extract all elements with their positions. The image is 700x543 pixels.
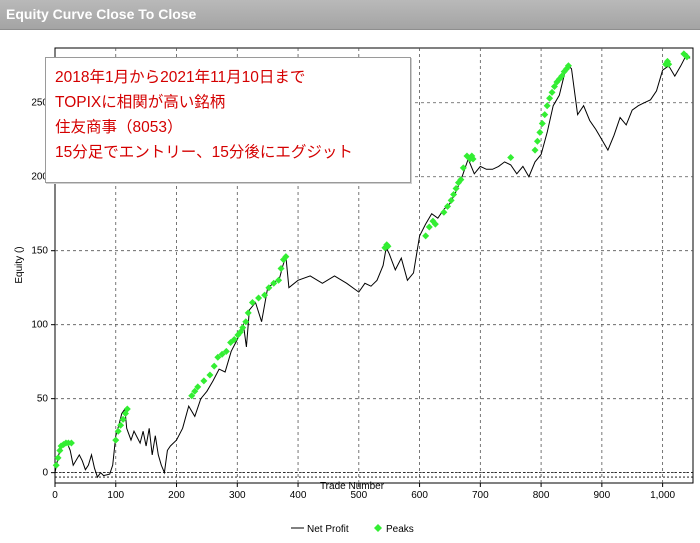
peak-marker (214, 353, 222, 361)
peak-marker (459, 164, 467, 172)
peak-marker (507, 153, 515, 161)
peak-marker (469, 155, 477, 163)
peak-marker (536, 128, 544, 136)
peak-marker (422, 232, 430, 240)
peak-marker (206, 371, 214, 379)
peak-marker (191, 387, 199, 395)
peak-marker (531, 146, 539, 154)
annotation-line-2: TOPIXに相関が高い銘柄 (55, 94, 226, 111)
x-axis-ticks: 0 100 200 300 400 500 600 700 800 900 1,000 (52, 483, 676, 501)
peak-marker (533, 137, 541, 145)
peak-marker (452, 185, 460, 193)
x-tick-label: 900 (594, 490, 611, 501)
y-axis-label: Equity () (14, 246, 25, 283)
peak-marker (112, 436, 120, 444)
peak-marker (188, 392, 196, 400)
peak-marker (222, 347, 230, 355)
peak-marker (265, 284, 273, 292)
peak-marker (468, 152, 476, 160)
peak-marker (440, 208, 448, 216)
peak-markers (52, 50, 691, 469)
y-tick-label: 150 (31, 246, 48, 257)
peak-marker (538, 119, 546, 127)
annotation-line-1: 2018年1月から2021年11月10日まで (55, 69, 306, 86)
peak-marker (275, 276, 283, 284)
x-tick-label: 500 (350, 490, 367, 501)
legend: Net Profit Peaks (291, 524, 414, 535)
peak-marker (114, 427, 122, 435)
legend-peaks: Peaks (386, 524, 414, 535)
peak-marker (665, 60, 673, 68)
peak-marker (210, 362, 218, 370)
peak-marker (218, 350, 226, 358)
peak-marker (255, 294, 263, 302)
peak-marker (230, 335, 238, 343)
peak-marker (239, 324, 247, 332)
net-profit-line (54, 52, 691, 479)
peak-marker (663, 57, 671, 65)
peak-marker (282, 253, 290, 261)
x-tick-label: 600 (411, 490, 428, 501)
legend-peak-swatch (374, 524, 382, 532)
peak-marker (553, 78, 561, 86)
x-tick-label: 200 (168, 490, 185, 501)
peak-marker (543, 102, 551, 110)
x-axis-label: Trade Number (320, 481, 385, 492)
y-tick-label: 250 (31, 98, 48, 109)
peak-marker (541, 111, 549, 119)
peak-marker (384, 242, 392, 250)
annotation-line-3: 住友商事（8053） (55, 119, 183, 136)
x-tick-label: 400 (290, 490, 307, 501)
x-tick-label: 700 (472, 490, 489, 501)
legend-net-profit: Net Profit (307, 524, 349, 535)
peak-marker (119, 415, 127, 423)
peak-marker (54, 454, 62, 462)
title-bar: Equity Curve Close To Close (0, 0, 700, 30)
peak-marker (447, 196, 455, 204)
y-tick-label: 0 (42, 468, 48, 479)
peak-marker (117, 421, 125, 429)
annotation-line-4: 15分足でエントリー、15分後にエグジット (55, 144, 353, 161)
peak-marker (450, 190, 458, 198)
window-title: Equity Curve Close To Close (6, 6, 197, 22)
peak-marker (277, 264, 285, 272)
annotation-box: 2018年1月から2021年11月10日まで TOPIXに相関が高い銘柄 住友商… (45, 57, 411, 183)
x-tick-label: 800 (533, 490, 550, 501)
y-tick-label: 100 (31, 320, 48, 331)
peak-marker (123, 405, 131, 413)
peak-marker (425, 223, 433, 231)
peak-marker (463, 152, 471, 160)
peak-marker (242, 318, 250, 326)
peak-marker (444, 202, 452, 210)
peak-marker (261, 291, 269, 299)
x-tick-label: 300 (229, 490, 246, 501)
x-tick-label: 0 (52, 490, 58, 501)
peak-marker (270, 279, 278, 287)
y-tick-label: 50 (37, 394, 49, 405)
peak-marker (194, 383, 202, 391)
peak-marker (548, 88, 556, 96)
peak-marker (248, 298, 256, 306)
y-tick-label: 200 (31, 172, 48, 183)
peak-marker (683, 53, 691, 61)
peak-marker (431, 220, 439, 228)
peak-marker (67, 439, 75, 447)
peak-marker (244, 309, 252, 317)
x-tick-label: 1,000 (650, 490, 675, 501)
peak-marker (52, 461, 60, 469)
peak-marker (546, 94, 554, 102)
peak-marker (555, 75, 563, 83)
peak-marker (457, 176, 465, 184)
x-tick-label: 100 (107, 490, 124, 501)
peak-marker (200, 377, 208, 385)
